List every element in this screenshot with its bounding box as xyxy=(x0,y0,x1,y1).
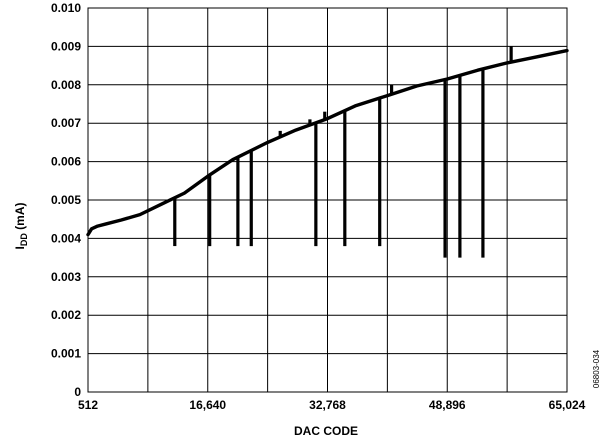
plot-frame xyxy=(87,7,568,393)
x-tick-label: 65,024 xyxy=(549,398,586,412)
series-line xyxy=(86,48,569,237)
y-axis-title-subscript: DD xyxy=(19,233,29,246)
y-tick-label: 0.009 xyxy=(51,39,81,53)
x-tick-label: 16,640 xyxy=(189,398,226,412)
y-tick-label: 0.006 xyxy=(51,155,81,169)
y-tick-label: 0.003 xyxy=(51,270,81,284)
y-axis-title-base: I xyxy=(13,246,27,249)
y-tick-label: 0.001 xyxy=(51,347,81,361)
x-axis-title: DAC CODE xyxy=(294,424,358,438)
tick-labels: 0 0.001 0.002 0.003 0.004 0.005 0.006 0.007 0.00… xyxy=(51,1,586,412)
y-tick-label: 0 xyxy=(74,385,81,399)
x-tick-label: 512 xyxy=(78,398,98,412)
y-tick-label: 0.007 xyxy=(51,116,81,130)
y-axis-title-unit: (mA) xyxy=(13,202,27,233)
x-tick-label: 32,768 xyxy=(309,398,346,412)
y-tick-label: 0.008 xyxy=(51,78,81,92)
y-tick-label: 0.010 xyxy=(51,1,81,15)
series-layer xyxy=(86,46,569,258)
y-tick-label: 0.005 xyxy=(51,193,81,207)
x-tick-label: 48,896 xyxy=(429,398,466,412)
y-tick-label: 0.004 xyxy=(51,231,81,245)
figure-id: 06803-034 xyxy=(592,349,601,388)
y-axis-title: IDD (mA) xyxy=(13,202,29,249)
y-tick-label: 0.002 xyxy=(51,308,81,322)
